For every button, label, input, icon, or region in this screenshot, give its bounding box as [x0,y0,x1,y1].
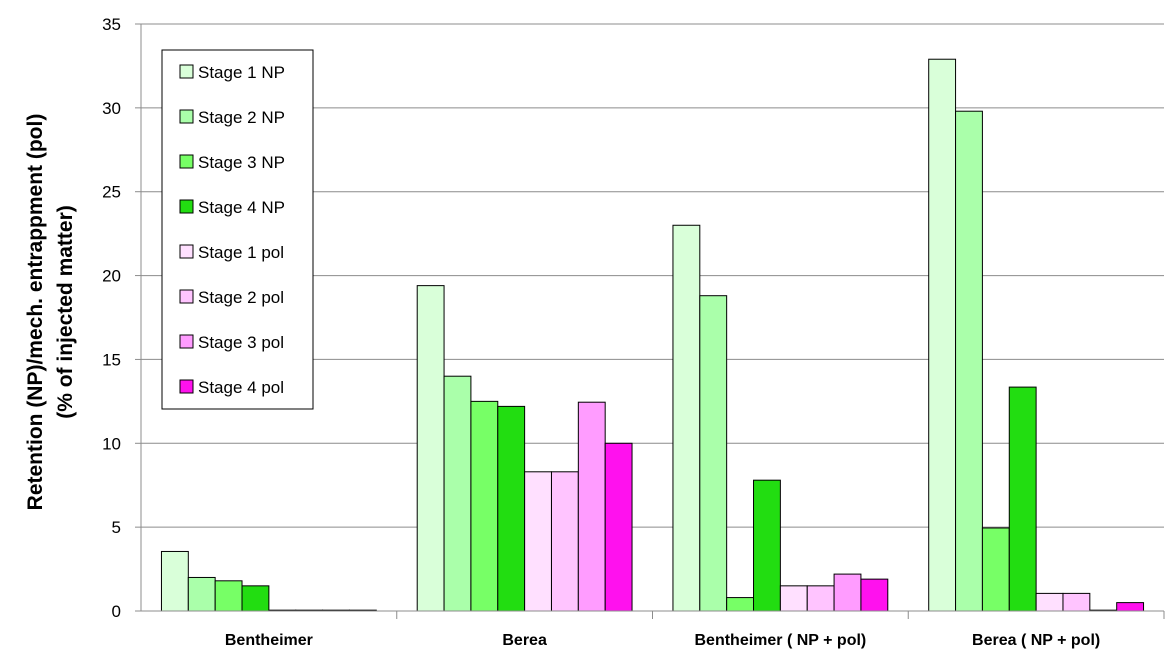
category-labels: Bentheimer Berea Bentheimer ( NP + pol) Ber… [225,632,1100,649]
y-tick-labels: 0 5 10 15 20 25 30 35 [102,15,121,621]
bar [753,479,781,612]
legend-box [161,49,314,410]
y-tick-label: 15 [102,350,121,369]
bars [160,58,1145,612]
legend-swatch [179,154,194,169]
bar [981,527,1010,612]
y-tick-label: 30 [102,99,121,118]
y-axis-label-line1: Retention (NP)/mech. entrappment (pol) [24,114,47,511]
legend-swatch [179,244,194,259]
bar [726,597,755,612]
y-tick-label: 0 [112,602,121,621]
y-tick-label: 25 [102,183,121,202]
legend-items: Stage 1 NP Stage 2 NP Stage 3 NP Stage 4 NP… [179,63,285,397]
bar [443,375,472,612]
bar [497,405,526,612]
bar [672,224,701,612]
bar [416,285,445,612]
legend-label: Stage 4 pol [198,378,284,397]
bar [1116,602,1145,612]
axes [135,23,1165,619]
bar [160,550,189,612]
legend-swatch [179,199,194,214]
legend-swatch [179,334,194,349]
x-category-label: Berea [502,632,547,649]
y-axis-label-line2: (% of injected matter) [54,205,77,419]
bar [833,573,862,612]
bar [955,110,983,612]
y-tick-label: 20 [102,267,121,286]
bar [1035,592,1064,612]
bar [806,585,835,612]
y-tick-label: 5 [112,518,121,537]
bar [1062,592,1091,612]
bar [524,471,552,612]
legend: Stage 1 NP Stage 2 NP Stage 3 NP Stage 4 NP… [161,49,314,410]
x-category-label: Bentheimer [225,632,313,649]
bar [699,295,728,612]
legend-label: Stage 1 NP [198,63,285,82]
legend-label: Stage 3 pol [198,333,284,352]
bar [779,585,808,612]
bar [928,58,957,612]
legend-swatch [179,289,194,304]
bar [470,400,499,612]
legend-swatch [179,379,194,394]
legend-label: Stage 1 pol [198,243,284,262]
bar [214,580,243,612]
x-category-label: Bentheimer ( NP + pol) [695,632,867,649]
legend-swatch [179,109,194,124]
bar [604,442,633,612]
legend-label: Stage 4 NP [198,198,285,217]
bar [860,578,889,612]
bar [1008,386,1037,612]
legend-label: Stage 3 NP [198,153,285,172]
bar [577,401,606,612]
x-category-label: Berea ( NP + pol) [972,632,1100,649]
bar [187,576,216,612]
y-tick-label: 10 [102,434,121,453]
bar [241,585,270,612]
legend-label: Stage 2 NP [198,108,285,127]
legend-label: Stage 2 pol [198,288,284,307]
y-tick-label: 35 [102,15,121,34]
legend-swatch [179,64,194,79]
bar [550,471,579,612]
